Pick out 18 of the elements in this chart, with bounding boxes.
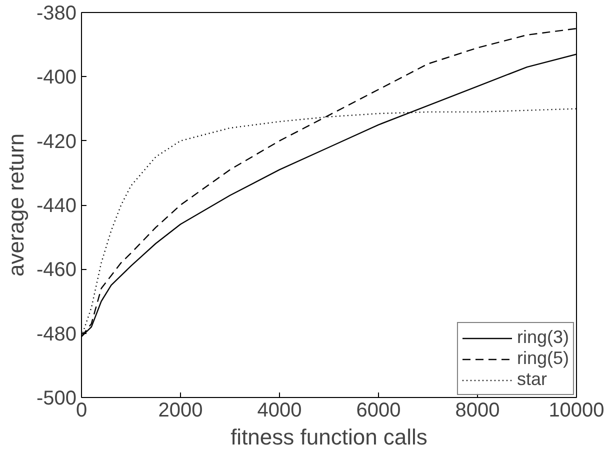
y-tick-label: -460 (36, 259, 76, 282)
x-tick-label: 8000 (455, 400, 500, 422)
legend-label: ring(3) (516, 327, 569, 348)
y-tick-label: -440 (36, 195, 76, 217)
legend-label: star (516, 369, 547, 390)
y-tick-label: -420 (36, 130, 76, 153)
y-tick-label: -500 (36, 388, 76, 410)
x-axis-title: fitness function calls (230, 424, 428, 450)
x-tick-label: 0 (76, 400, 88, 422)
x-tick-label: 2000 (158, 400, 203, 422)
y-tick-label: -400 (36, 66, 76, 89)
y-tick-label: -380 (36, 2, 76, 24)
y-axis-title: average return (3, 133, 28, 277)
x-tick-label: 10000 (548, 400, 604, 422)
x-tick-label: 6000 (356, 400, 401, 422)
y-tick-label: -480 (36, 323, 76, 346)
legend-label: ring(5) (516, 348, 569, 369)
x-tick-label: 4000 (257, 400, 302, 422)
